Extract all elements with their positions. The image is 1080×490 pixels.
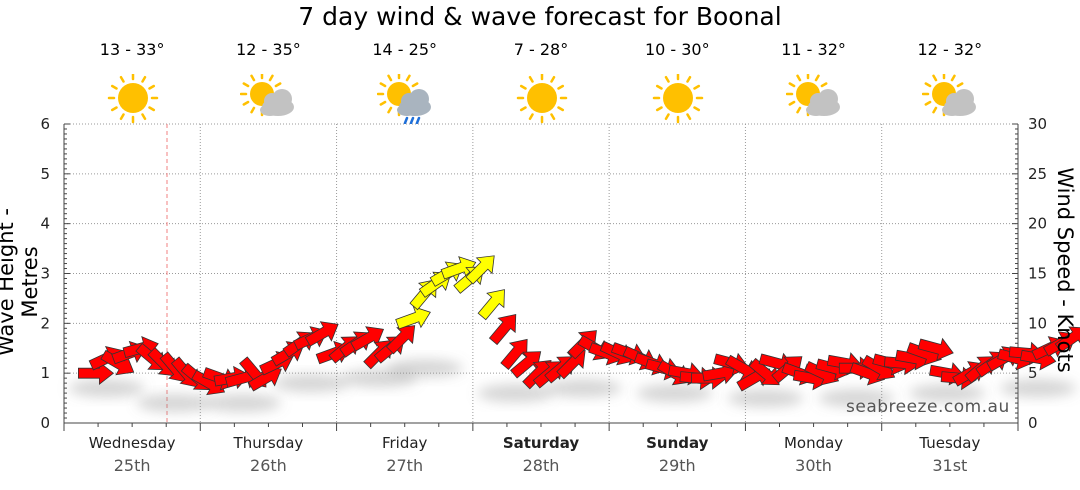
day-date-label: 31st: [932, 456, 968, 475]
wave-point: [545, 379, 622, 398]
wind-arrow: [500, 338, 528, 371]
wave-point: [68, 379, 145, 398]
wind-arrow: [488, 314, 517, 346]
y-axis-right-label: Wind Speed - Knots: [1053, 167, 1077, 373]
chart-title: 7 day wind & wave forecast for Boonal: [298, 2, 782, 31]
wave-point: [205, 394, 281, 413]
wind-arrow: [1054, 326, 1080, 353]
day-name-label: Monday: [783, 434, 844, 452]
wave-point: [136, 394, 213, 413]
day-name-label: Thursday: [233, 434, 304, 452]
y-tick-label-right: 15: [1028, 265, 1047, 283]
wind-arrow: [477, 289, 505, 321]
wind-arrow: [385, 325, 416, 355]
day-date-label: 30th: [795, 456, 832, 475]
sun-icon: [513, 72, 573, 128]
sun-icon: [104, 72, 164, 128]
y-axis-left-label: Wave Height - Metres: [0, 208, 42, 356]
y-tick-label-left: 1: [40, 364, 50, 382]
y-tick-label-right: 5: [1028, 364, 1038, 382]
wind-arrow: [304, 321, 339, 347]
day-date-label: 29th: [658, 456, 696, 475]
day-name-label: Friday: [381, 434, 428, 452]
wind-arrow: [748, 357, 780, 386]
partly-cloudy-icon: [240, 71, 300, 128]
day-name-label: Saturday: [502, 434, 580, 452]
wave-point: [909, 384, 986, 403]
day-temperature: 7 - 28°: [513, 40, 569, 59]
wave-point: [818, 389, 895, 408]
partly-cloudy-icon: [921, 71, 982, 128]
wave-point: [727, 389, 804, 408]
partly-cloudy-icon: [785, 71, 846, 128]
wind-arrow: [395, 306, 431, 330]
cloud-rain-icon: [376, 71, 437, 128]
y-tick-label-left: 6: [40, 115, 50, 133]
day-temperature: 14 - 25°: [372, 40, 438, 59]
y-tick-label-right: 25: [1028, 165, 1047, 183]
wind-arrow: [350, 326, 385, 352]
wave-point: [273, 374, 350, 393]
y-tick-label-right: 30: [1028, 115, 1047, 133]
day-date-label: 25th: [113, 456, 151, 475]
wind-arrow: [510, 351, 542, 379]
wind-arrow: [556, 350, 586, 380]
sun-icon: [649, 72, 709, 128]
wave-point: [386, 359, 463, 378]
day-date-label: 28th: [522, 456, 560, 475]
day-temperature: 12 - 32°: [917, 40, 983, 59]
y-tick-label-left: 2: [40, 314, 50, 332]
wind-arrow: [465, 255, 495, 285]
day-name-label: Sunday: [646, 434, 709, 452]
y-tick-label-left: 4: [40, 215, 50, 233]
y-tick-label-left: 0: [40, 414, 50, 432]
brand-watermark: seabreeze.com.au: [846, 397, 1010, 417]
day-date-label: 27th: [386, 456, 424, 475]
day-name-label: Wednesday: [88, 434, 176, 452]
day-date-label: 26th: [250, 456, 287, 475]
wave-point: [1000, 379, 1076, 398]
day-temperature: 10 - 30°: [644, 40, 710, 59]
day-temperature: 13 - 33°: [99, 40, 165, 59]
y-tick-label-right: 20: [1028, 215, 1047, 233]
wind-series: [78, 255, 1080, 396]
y-tick-label-right: 0: [1028, 414, 1038, 432]
day-name-label: Tuesday: [919, 434, 981, 452]
axes: 0 1 2 3 4 5 6 0 5 10 15 20 25 30: [40, 115, 1047, 432]
y-tick-label-right: 10: [1028, 314, 1047, 332]
y-tick-label-left: 3: [40, 265, 50, 283]
day-temperature: 11 - 32°: [781, 40, 846, 59]
y-tick-label-left: 5: [40, 165, 50, 183]
wave-point: [636, 384, 713, 403]
wave-point: [477, 384, 554, 403]
day-temperature: 12 - 35°: [236, 40, 301, 59]
wind-arrow: [917, 337, 954, 361]
wave-series: [68, 359, 1076, 413]
